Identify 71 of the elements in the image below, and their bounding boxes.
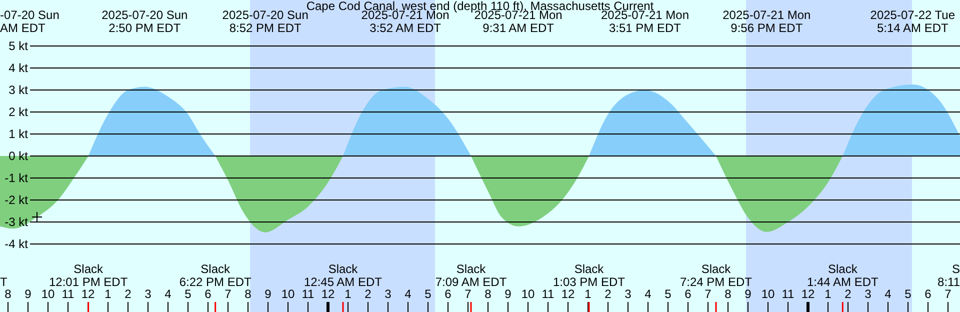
x-tick-label: 1 <box>584 287 592 301</box>
x-tick-label: 12 <box>321 287 335 301</box>
x-tick-label: 2 <box>364 287 372 301</box>
x-tick-label: 10 <box>761 287 775 301</box>
x-tick-label: 3 <box>144 287 152 301</box>
x-tick-label: 9 <box>504 287 512 301</box>
x-tick-label: 10 <box>41 287 55 301</box>
x-tick-label: 11 <box>782 287 795 301</box>
x-tick-label: 5 <box>184 287 192 301</box>
y-tick-label: -4 kt <box>4 237 29 252</box>
x-tick-label: 2 <box>604 287 612 301</box>
y-tick-label: 1 kt <box>8 127 29 142</box>
x-tick-label: 6 <box>924 287 932 301</box>
x-tick-label: 5 <box>424 287 432 301</box>
y-tick-label: -3 kt <box>4 215 29 230</box>
y-tick-label: -1 kt <box>4 171 29 186</box>
x-tick-label: 2 <box>124 287 132 301</box>
annotation: 2025-07-22 Tue 5:14 AM EDT <box>870 8 956 35</box>
x-tick-label: 1 <box>344 287 352 301</box>
x-tick-label: 6 <box>204 287 212 301</box>
x-tick-label: 12 <box>81 287 95 301</box>
x-tick-label: 12 <box>561 287 575 301</box>
x-tick-label: 3 <box>864 287 872 301</box>
annotation: Slack 1:03 PM EDT <box>552 262 626 289</box>
x-tick-label: 10 <box>281 287 295 301</box>
x-tick-label: 3 <box>384 287 392 301</box>
x-tick-label: 12 <box>801 287 815 301</box>
x-tick-label: 11 <box>62 287 75 301</box>
x-tick-label: 6 <box>444 287 452 301</box>
annotation: T <box>0 275 8 289</box>
y-tick-label: -2 kt <box>4 193 29 208</box>
x-tick-label: 7 <box>944 287 952 301</box>
x-tick-label: 4 <box>644 287 652 301</box>
x-tick-label: 7 <box>224 287 232 301</box>
x-tick-label: 4 <box>884 287 892 301</box>
x-tick-label: 8 <box>484 287 492 301</box>
annotation: 2025-07-20 Sun 8:52 PM EDT <box>222 8 308 35</box>
y-tick-label: 5 kt <box>8 39 29 54</box>
x-tick-label: 1 <box>104 287 112 301</box>
annotation: Slack 6:22 PM EDT <box>179 262 252 289</box>
x-tick-label: 9 <box>24 287 32 301</box>
annotation: S 8:11 <box>938 262 960 289</box>
x-tick-label: 7 <box>464 287 472 301</box>
annotation: 2025-07-21 Mon 9:56 PM EDT <box>722 8 811 35</box>
annotation: Slack 7:24 PM EDT <box>680 262 753 289</box>
x-tick-label: 8 <box>4 287 12 301</box>
x-tick-label: 8 <box>724 287 732 301</box>
annotation: 2025-07-20 Sun 2:50 PM EDT <box>102 8 188 35</box>
x-tick-label: 11 <box>542 287 555 301</box>
annotation: Slack 1:44 AM EDT <box>806 262 880 289</box>
annotation: -07-20 Sun AM EDT <box>0 8 60 35</box>
x-tick-label: 3 <box>624 287 632 301</box>
x-tick-label: 1 <box>824 287 832 301</box>
x-tick-label: 4 <box>404 287 412 301</box>
x-tick-label: 6 <box>684 287 692 301</box>
x-tick-label: 2 <box>844 287 852 301</box>
x-tick-label: 5 <box>904 287 912 301</box>
x-tick-label: 10 <box>521 287 535 301</box>
y-tick-label: 4 kt <box>8 61 29 76</box>
y-tick-label: 3 kt <box>8 83 29 98</box>
annotation: Slack 7:09 AM EDT <box>435 262 508 289</box>
x-tick-label: 11 <box>302 287 315 301</box>
annotation: Slack 12:01 PM EDT <box>48 262 128 289</box>
x-tick-label: 4 <box>164 287 172 301</box>
x-tick-label: 9 <box>264 287 272 301</box>
x-tick-label: 5 <box>664 287 672 301</box>
x-tick-label: 8 <box>244 287 252 301</box>
x-tick-label: 7 <box>704 287 712 301</box>
annotation: Slack 12:45 AM EDT <box>304 262 383 289</box>
y-tick-label: 2 kt <box>8 105 29 120</box>
x-tick-label: 9 <box>744 287 752 301</box>
